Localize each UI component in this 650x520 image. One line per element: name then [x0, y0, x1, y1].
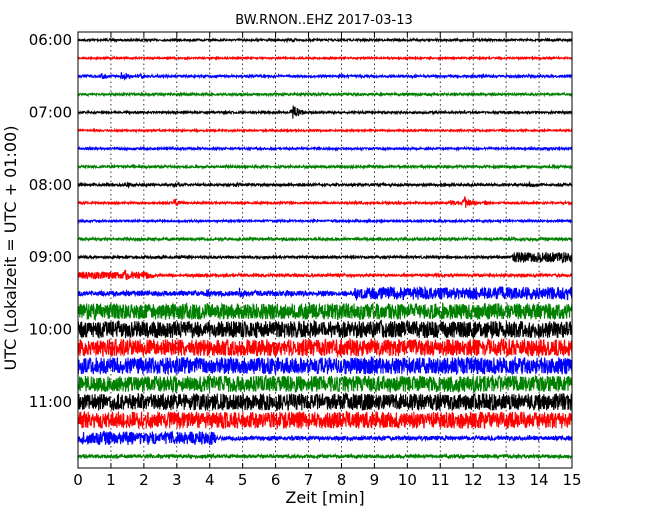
seismogram-traces: [77, 36, 573, 461]
trace-0815: [77, 196, 573, 208]
trace-1130: [77, 430, 573, 446]
trace-0900: [77, 251, 573, 264]
trace-0700: [77, 105, 573, 119]
trace-1030: [77, 355, 573, 377]
trace-1000: [77, 319, 573, 340]
trace-0630: [77, 72, 573, 81]
x-tick-label: 15: [562, 471, 581, 489]
x-tick-label: 2: [139, 471, 149, 489]
trace-0615: [77, 55, 573, 62]
trace-0715: [77, 127, 573, 134]
y-tick-label: 08:00: [29, 176, 72, 194]
x-tick-label: 14: [530, 471, 549, 489]
trace-1115: [77, 410, 573, 431]
x-tick-label: 6: [271, 471, 281, 489]
x-tick-label: 11: [431, 471, 450, 489]
x-axis-ticks: 0 1 2 3 4 5 6 7 8 9 10 11 12 13 14 15: [73, 32, 582, 489]
plot-frame: [77, 31, 573, 469]
trace-0830: [77, 217, 573, 225]
trace-0800: [77, 180, 573, 189]
x-tick-label: 9: [370, 471, 380, 489]
y-axis-label: UTC (Lokalzeit = UTC + 01:00): [1, 126, 20, 371]
y-tick-label: 07:00: [29, 103, 72, 121]
trace-1100: [77, 392, 573, 412]
x-tick-label: 10: [398, 471, 417, 489]
trace-1145: [77, 452, 573, 461]
x-tick-label: 3: [172, 471, 182, 489]
trace-0745: [77, 163, 573, 171]
trace-0600: [77, 36, 573, 44]
trace-1045: [77, 374, 573, 394]
vertical-gridlines: [110, 32, 540, 468]
x-tick-label: 4: [205, 471, 215, 489]
y-tick-label: 11:00: [29, 393, 72, 411]
x-tick-label: 7: [304, 471, 314, 489]
y-axis-ticks: 06:00 07:00 08:00 09:00 10:00 11:00: [29, 31, 572, 411]
x-tick-label: 8: [337, 471, 347, 489]
y-tick-label: 10:00: [29, 321, 72, 339]
x-tick-label: 1: [106, 471, 116, 489]
x-tick-label: 0: [73, 471, 83, 489]
trace-0645: [77, 91, 573, 98]
chart-title: BW.RNON..EHZ 2017-03-13: [235, 13, 413, 28]
trace-0845: [77, 235, 573, 243]
x-tick-label: 13: [497, 471, 516, 489]
trace-1015: [77, 337, 573, 359]
trace-0730: [77, 145, 573, 152]
x-tick-label: 12: [464, 471, 483, 489]
trace-0930: [77, 285, 573, 301]
trace-0915: [77, 269, 573, 281]
y-tick-label: 06:00: [29, 31, 72, 49]
y-tick-label: 09:00: [29, 248, 72, 266]
x-axis-label: Zeit [min]: [285, 488, 364, 507]
x-tick-label: 5: [238, 471, 248, 489]
trace-0945: [77, 301, 573, 322]
